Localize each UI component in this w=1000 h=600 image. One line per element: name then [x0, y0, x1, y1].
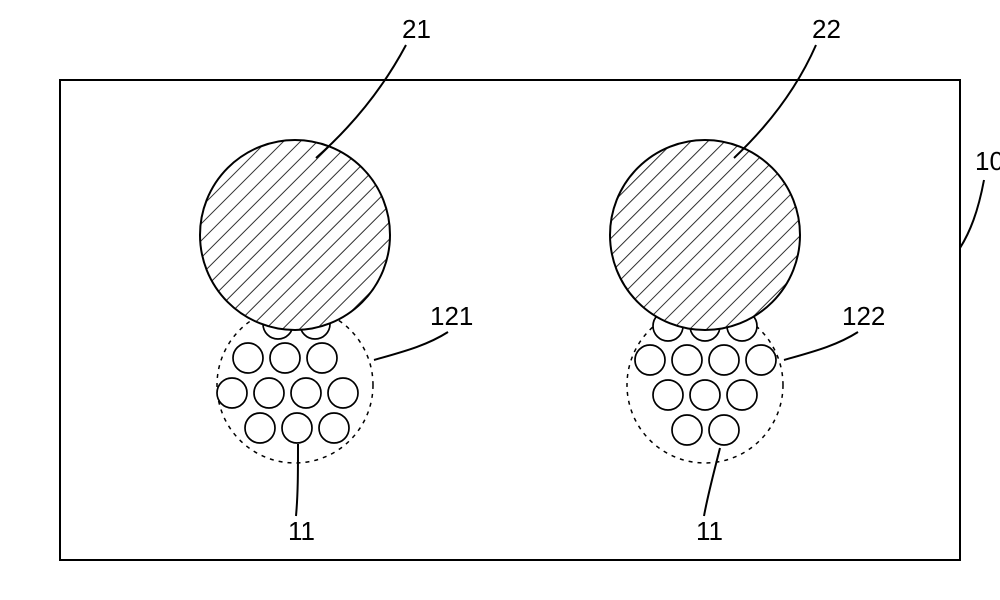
small-hole	[672, 415, 702, 445]
label-10: 10	[975, 146, 1000, 176]
small-hole	[270, 343, 300, 373]
small-hole	[291, 378, 321, 408]
small-hole	[233, 343, 263, 373]
small-hole	[319, 413, 349, 443]
label-121-leader	[374, 332, 448, 360]
small-hole	[653, 380, 683, 410]
label-122: 122	[842, 301, 885, 331]
small-hole	[245, 413, 275, 443]
small-hole	[690, 380, 720, 410]
small-holes-right	[635, 311, 776, 445]
label-11-right-leader	[704, 448, 720, 516]
label-22-leader	[734, 45, 816, 158]
label-11-left-leader	[296, 444, 298, 516]
label-10-leader	[960, 180, 984, 248]
small-hole	[709, 415, 739, 445]
small-hole	[282, 413, 312, 443]
label-11-right: 11	[696, 516, 723, 546]
hatched-disc-left	[200, 140, 390, 330]
label-122-leader	[784, 332, 858, 360]
small-hole	[328, 378, 358, 408]
label-11-left: 11	[288, 516, 315, 546]
small-hole	[307, 343, 337, 373]
small-hole	[672, 345, 702, 375]
diagram-svg: 21 22 10 121 122 11 11	[0, 0, 1000, 600]
small-hole	[746, 345, 776, 375]
small-hole	[217, 378, 247, 408]
label-21: 21	[402, 14, 431, 44]
diagram-root: 21 22 10 121 122 11 11	[0, 0, 1000, 600]
small-hole	[709, 345, 739, 375]
small-hole	[254, 378, 284, 408]
label-21-leader	[316, 45, 406, 158]
hatched-disc-right	[610, 140, 800, 330]
outer-frame	[60, 80, 960, 560]
label-22: 22	[812, 14, 841, 44]
small-hole	[727, 380, 757, 410]
small-hole	[635, 345, 665, 375]
label-121: 121	[430, 301, 473, 331]
